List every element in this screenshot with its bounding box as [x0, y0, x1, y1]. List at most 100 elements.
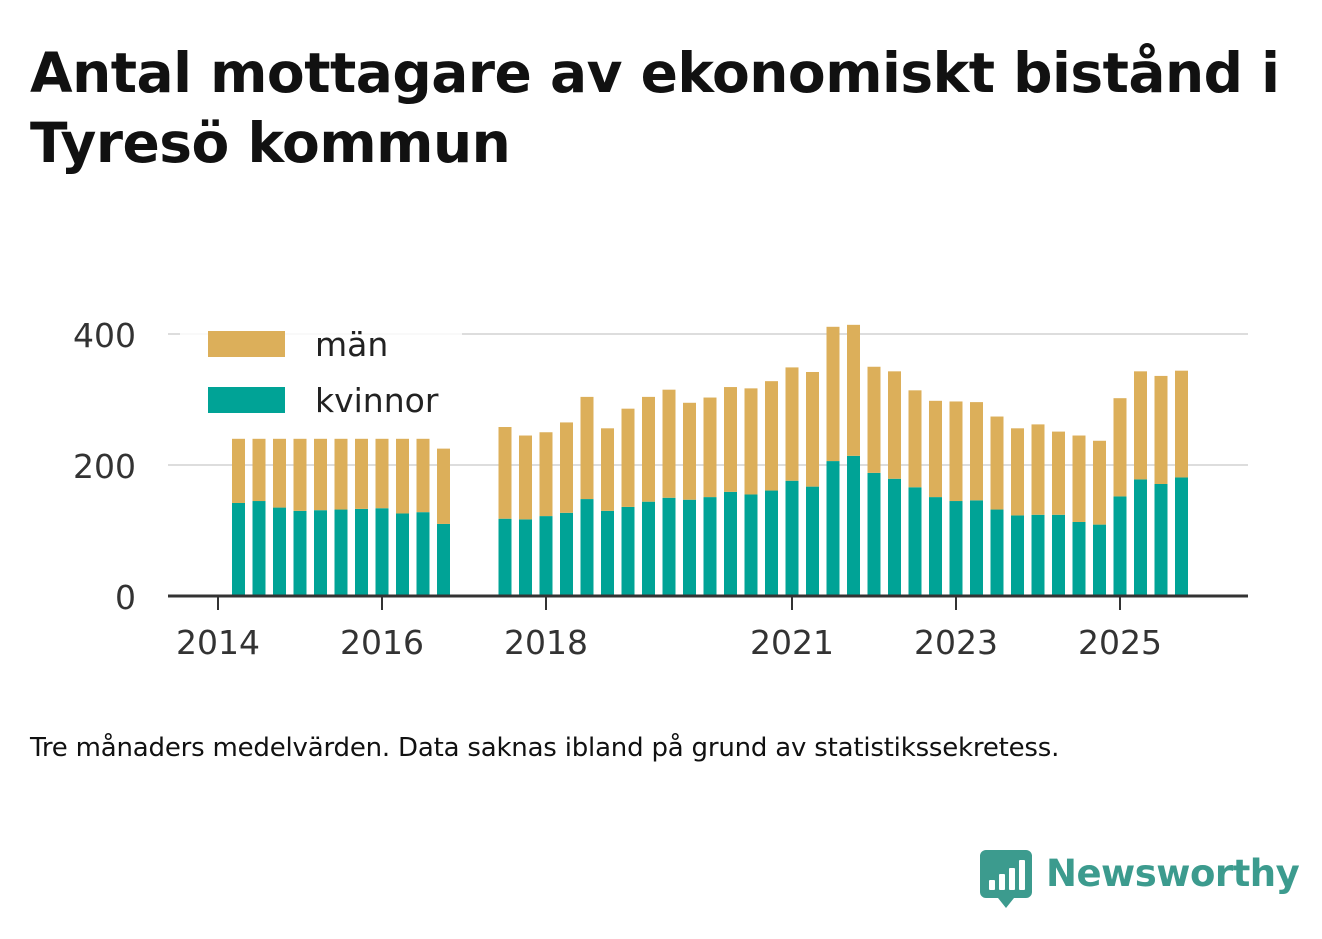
bar-kvinnor — [867, 472, 881, 596]
bar-man — [970, 402, 983, 501]
bar-man — [1134, 371, 1147, 480]
bar-man — [908, 390, 922, 488]
bar-kvinnor — [806, 486, 819, 596]
bar-kvinnor — [703, 497, 717, 596]
bar-kvinnor — [1175, 477, 1188, 596]
bar-kvinnor — [293, 510, 307, 596]
bar-man — [293, 438, 307, 511]
chart-title: Antal mottagare av ekonomiskt bistånd i … — [30, 41, 1280, 175]
bar-man — [314, 438, 327, 511]
bar-kvinnor — [560, 512, 573, 596]
bar-man — [1154, 375, 1168, 484]
bar-kvinnor — [908, 487, 922, 596]
bar-kvinnor — [1093, 524, 1106, 596]
bar-kvinnor — [314, 510, 327, 596]
bar-man — [1052, 431, 1065, 515]
bar-kvinnor — [375, 508, 389, 596]
x-tick-label: 2014 — [176, 623, 260, 662]
brand-logo[interactable]: Newsworthy — [980, 850, 1300, 910]
x-tick-label: 2023 — [914, 623, 998, 662]
bar-man — [1113, 398, 1127, 497]
bars — [232, 324, 1188, 596]
bar-kvinnor — [642, 501, 655, 596]
bar-kvinnor — [1154, 483, 1168, 596]
bar-kvinnor — [416, 512, 430, 596]
bar-man — [888, 371, 901, 479]
bar-man — [703, 397, 717, 498]
bar-man — [580, 396, 594, 500]
bar-man — [806, 371, 819, 487]
bar-man — [334, 438, 348, 510]
bar-man — [560, 422, 573, 513]
legend-swatch-kvinnor — [208, 387, 285, 413]
x-tick-label: 2016 — [340, 623, 424, 662]
bar-kvinnor — [601, 510, 614, 596]
bar-kvinnor — [437, 523, 450, 596]
bar-kvinnor — [498, 518, 512, 596]
bar-man — [929, 400, 942, 498]
bar-kvinnor — [232, 502, 245, 596]
bar-man — [355, 438, 368, 509]
bar-man — [785, 367, 799, 481]
bar-kvinnor — [929, 497, 942, 596]
bar-kvinnor — [847, 455, 860, 596]
stacked-bar-chart: 0 200 400 2014 2016 2018 2021 2023 2025 män kvinn… — [73, 316, 1248, 662]
bar-man — [1031, 424, 1045, 515]
bar-man — [662, 389, 676, 498]
y-tick-label: 400 — [73, 316, 136, 355]
bar-man — [273, 438, 286, 508]
x-tick-label: 2025 — [1078, 623, 1162, 662]
bar-kvinnor — [580, 499, 594, 596]
bar-kvinnor — [621, 506, 635, 596]
bar-kvinnor — [1113, 496, 1127, 596]
bar-kvinnor — [1052, 514, 1065, 596]
y-tick-label: 200 — [73, 447, 136, 486]
bar-kvinnor — [539, 516, 553, 596]
bar-kvinnor — [826, 461, 840, 596]
bar-kvinnor — [990, 509, 1004, 596]
legend-label-man: män — [315, 325, 388, 364]
bar-man — [1093, 440, 1106, 525]
bar-man — [437, 448, 450, 524]
legend-swatch-man — [208, 331, 285, 357]
chart-footnote: Tre månaders medelvärden. Data saknas ib… — [30, 733, 1060, 763]
y-tick-label: 0 — [115, 578, 136, 617]
bar-man — [621, 408, 635, 507]
axes: 0 200 400 2014 2016 2018 2021 2023 2025 — [73, 316, 1248, 662]
bar-kvinnor — [785, 480, 799, 596]
bar-man — [744, 388, 758, 495]
bar-man — [724, 387, 737, 492]
bar-kvinnor — [273, 507, 286, 596]
x-tick-label: 2018 — [504, 623, 588, 662]
bar-man — [1175, 370, 1188, 478]
bar-kvinnor — [1011, 515, 1024, 596]
bar-man — [252, 438, 266, 502]
bar-man — [396, 438, 409, 514]
bar-man — [642, 396, 655, 502]
bar-man — [765, 381, 778, 491]
bar-kvinnor — [334, 509, 348, 596]
bar-kvinnor — [1134, 479, 1147, 596]
bar-kvinnor — [683, 499, 696, 596]
bar-man — [519, 435, 532, 520]
brand-name: Newsworthy — [1046, 852, 1300, 895]
bar-kvinnor — [252, 501, 266, 596]
bar-man — [847, 324, 860, 456]
bar-man — [683, 402, 696, 500]
bar-man — [1011, 428, 1024, 516]
bar-kvinnor — [1031, 514, 1045, 596]
bar-man — [867, 366, 881, 473]
legend: män kvinnor — [180, 322, 462, 422]
bar-kvinnor — [519, 519, 532, 596]
bar-man — [539, 432, 553, 517]
bar-kvinnor — [355, 508, 368, 596]
bar-kvinnor — [765, 490, 778, 596]
bar-man — [416, 438, 430, 513]
bar-kvinnor — [949, 501, 963, 596]
x-tick-label: 2021 — [750, 623, 834, 662]
legend-label-kvinnor: kvinnor — [315, 381, 439, 420]
bar-man — [1072, 435, 1086, 522]
bar-man — [375, 438, 389, 509]
bar-kvinnor — [662, 497, 676, 596]
bar-man — [826, 326, 840, 462]
